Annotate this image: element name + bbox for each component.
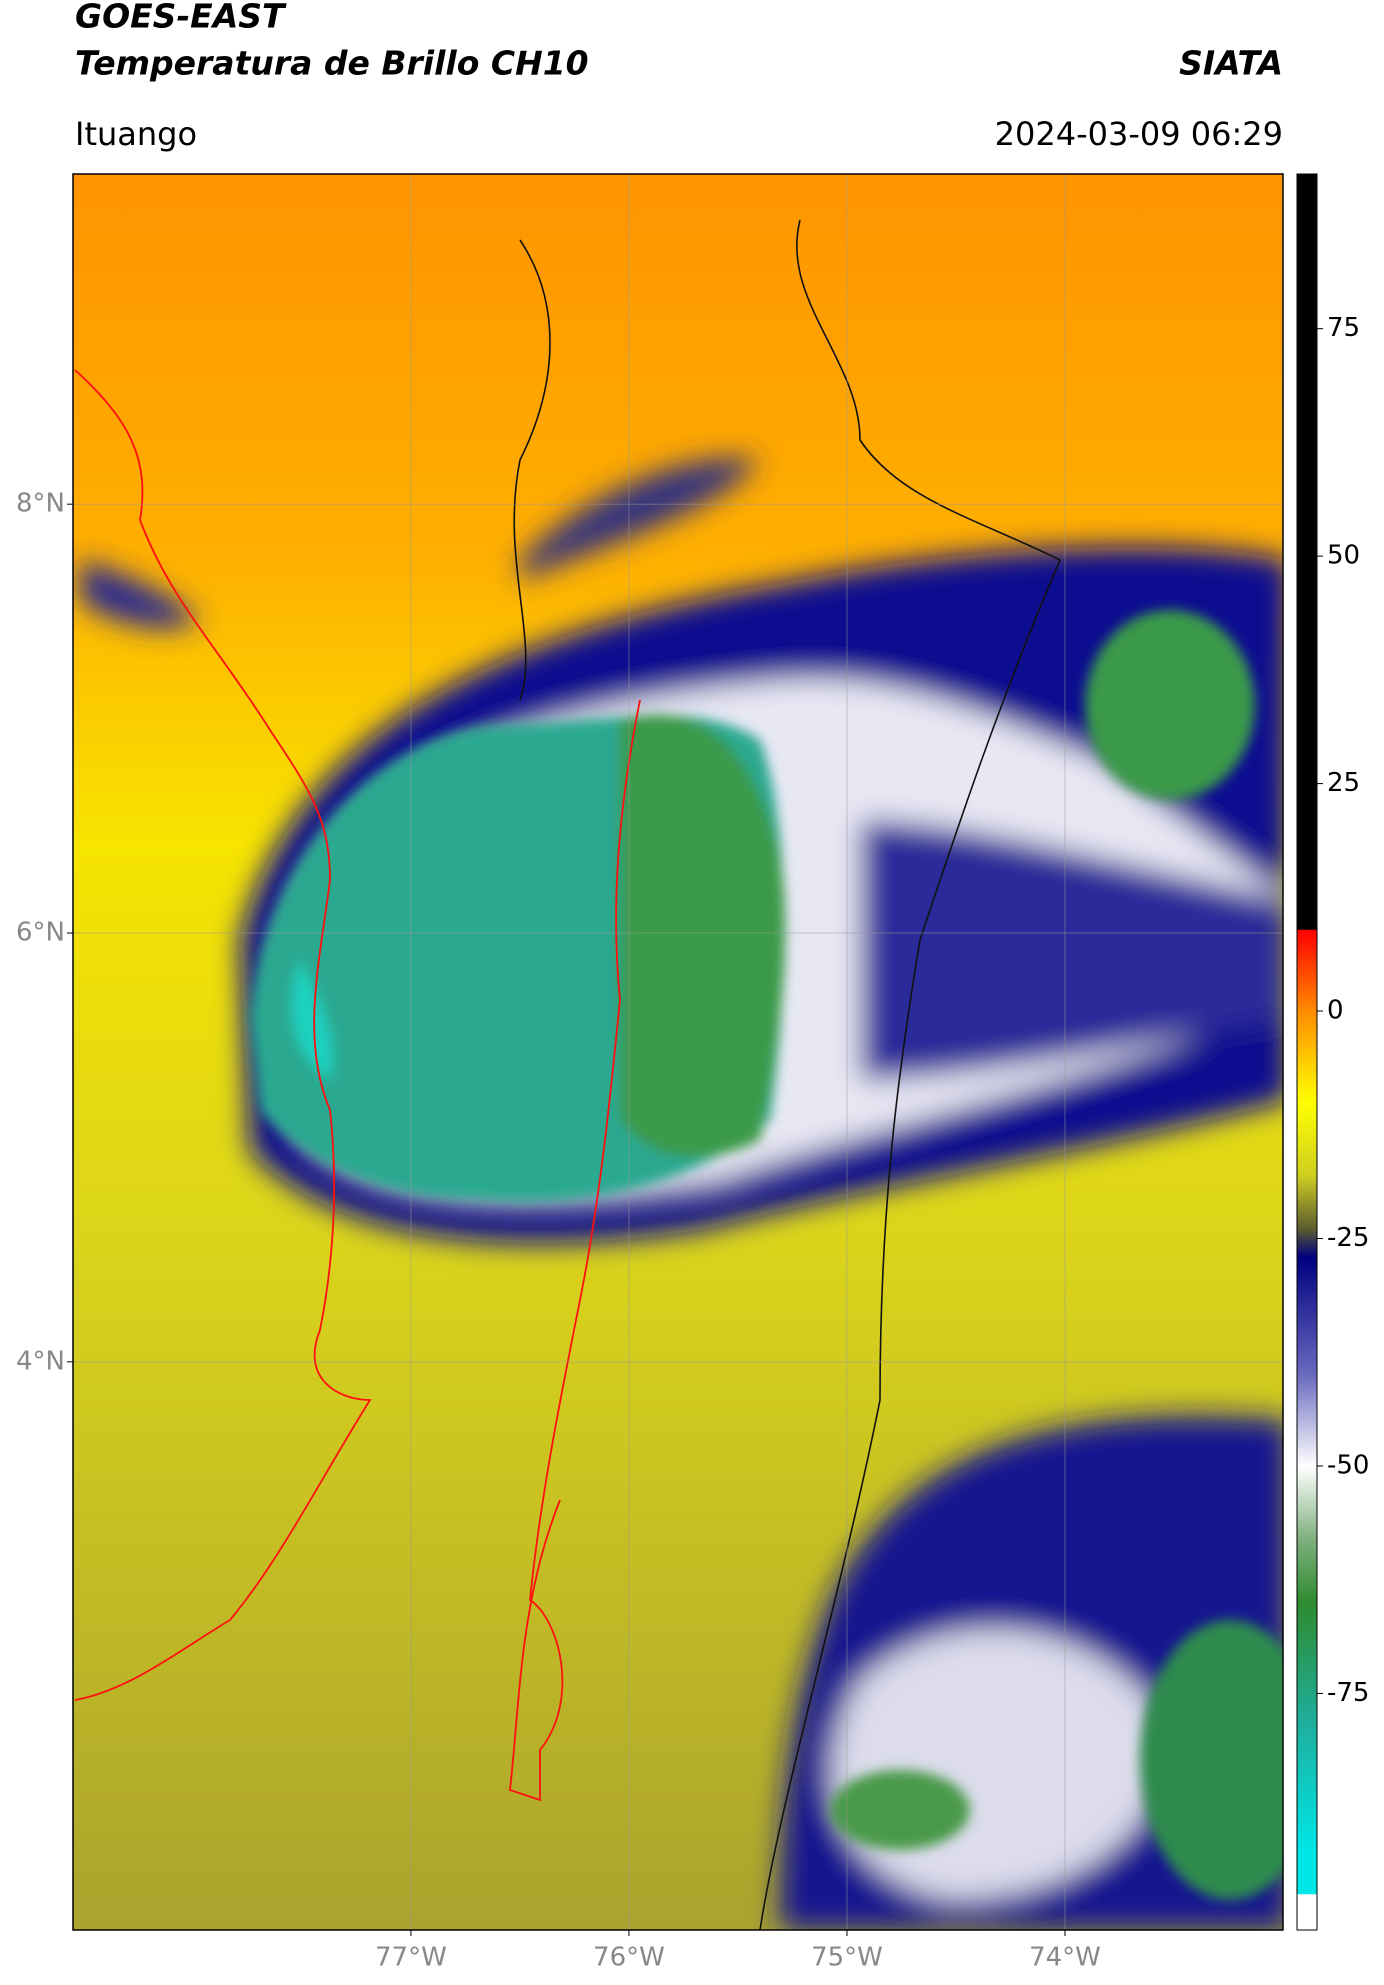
title: GOES-EAST [75, 0, 287, 36]
colorbar-tick-label: 0 [1327, 996, 1344, 1026]
colorbar-segment [1297, 174, 1317, 930]
satellite-image [73, 174, 1283, 1930]
x-tick-label: 75°W [811, 1943, 883, 1973]
cloud-se-green2 [830, 1770, 970, 1850]
source: SIATA [1179, 44, 1283, 83]
y-tick-label: 8°N [16, 489, 65, 519]
colorbar-segment [1297, 930, 1317, 1012]
colorbar-tick-label: -50 [1327, 1450, 1369, 1480]
colorbar-tick-label: 50 [1327, 541, 1360, 571]
colorbar-segment [1297, 1374, 1317, 1467]
colorbar-segment [1297, 929, 1317, 931]
colorbar-segment [1297, 1602, 1317, 1722]
colorbar [1297, 174, 1317, 1931]
region: Ituango [75, 115, 197, 153]
cloud-core [291, 960, 333, 1080]
colorbar-tick-label: 75 [1327, 313, 1360, 343]
colorbar-segment [1297, 1256, 1317, 1376]
x-tick-label: 76°W [593, 1943, 665, 1973]
colorbar-tick-label: -75 [1327, 1678, 1369, 1708]
colorbar-frame [1296, 173, 1318, 1931]
cloud-se-green [1140, 1620, 1283, 1900]
y-tick-label: 4°N [16, 1346, 65, 1376]
timestamp: 2024-03-09 06:29 [995, 115, 1283, 153]
colorbar-tick-label: -25 [1327, 1223, 1369, 1253]
cloud-top-green [620, 714, 786, 1158]
colorbar-segment [1297, 1848, 1317, 1895]
map-frame [72, 173, 1284, 1931]
cloud-ne-green [1085, 610, 1255, 800]
cloud-w [80, 560, 200, 629]
grid [73, 174, 1283, 1930]
colorbar-segment [1297, 1011, 1317, 1103]
coastline [74, 369, 372, 1701]
antioquia-border [509, 699, 641, 1802]
cloud-n [520, 458, 760, 580]
colorbar-segment [1297, 1465, 1317, 1540]
colorbar-segment [1297, 1894, 1317, 1931]
colorbar-segment [1297, 1229, 1317, 1258]
subtitle: Temperatura de Brillo CH10 [75, 44, 589, 83]
colorbar-segment [1297, 1174, 1317, 1230]
y-tick-label: 6°N [16, 918, 65, 948]
x-tick-label: 77°W [375, 1943, 447, 1973]
cloud-inner [860, 820, 1283, 1080]
colorbar-tick-label: 25 [1327, 768, 1360, 798]
colorbar-segment [1297, 1538, 1317, 1603]
colorbar-segment [1297, 1893, 1317, 1896]
colorbar-segment [1297, 1102, 1317, 1176]
colorbar-segment [1297, 1720, 1317, 1849]
x-tick-label: 74°W [1029, 1943, 1101, 1973]
department-borders [513, 219, 1061, 1930]
